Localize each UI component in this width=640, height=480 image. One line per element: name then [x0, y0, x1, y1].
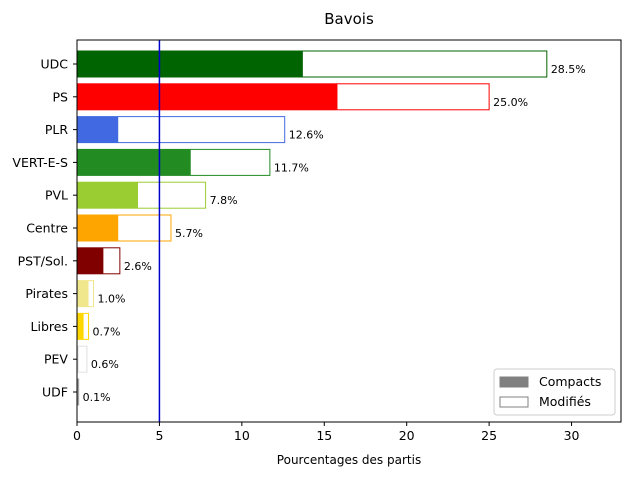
y-tick-label-plr: PLR — [45, 122, 69, 137]
data-label-udc: 28.5% — [551, 63, 586, 76]
bar-compact-libres — [77, 313, 84, 340]
data-label-vert-e-s: 11.7% — [274, 161, 309, 174]
y-tick-label-pirates: Pirates — [25, 286, 68, 301]
data-label-pirates: 1.0% — [97, 293, 125, 306]
bar-compact-udc — [77, 51, 303, 77]
y-tick-label-centre: Centre — [26, 221, 68, 236]
y-tick-label-udc: UDC — [40, 57, 68, 72]
x-tick-label-0: 0 — [73, 428, 81, 443]
y-tick-labels: UDC PS PLR VERT-E-S PVL Centre PST/Sol. Pirates… — [12, 57, 77, 400]
x-tick-label-20: 20 — [399, 428, 415, 443]
y-tick-label-ps: PS — [53, 89, 69, 104]
data-label-centre: 5.7% — [175, 227, 203, 240]
legend-label-modifi-s: Modifiés — [539, 394, 591, 409]
bar-compact-udf — [77, 379, 79, 405]
bar-compact-pvl — [77, 182, 138, 209]
x-tick-label-15: 15 — [316, 428, 332, 443]
data-label-udf: 0.1% — [83, 391, 111, 404]
bar-compact-pst-sol — [77, 247, 104, 274]
legend-swatch-modifi-s — [499, 396, 529, 408]
bar-compact-ps — [77, 83, 338, 110]
x-axis-label: Pourcentages des partis — [277, 453, 421, 467]
bar-compact-vert-e-s — [77, 149, 191, 176]
x-ticks: 0 5 10 15 20 25 30 — [73, 422, 580, 443]
legend-label-compacts: Compacts — [539, 374, 601, 389]
legend: Compacts Modifiés — [493, 368, 616, 416]
y-tick-label-vert-e-s: VERT-E-S — [12, 155, 68, 170]
data-label-pst-sol: 2.6% — [124, 260, 152, 273]
x-tick-label-10: 10 — [234, 428, 250, 443]
data-label-pvl: 7.8% — [210, 194, 238, 207]
x-tick-label-25: 25 — [481, 428, 497, 443]
y-tick-label-pev: PEV — [44, 352, 68, 367]
axes-frame — [76, 39, 622, 423]
y-tick-label-pst-sol: PST/Sol. — [18, 253, 68, 268]
y-tick-label-pvl: PVL — [45, 188, 68, 203]
bar-compact-plr — [77, 116, 119, 143]
data-label-pev: 0.6% — [91, 358, 119, 371]
data-label-plr: 12.6% — [289, 129, 324, 142]
y-tick-label-libres: Libres — [31, 319, 68, 334]
chart-title: Bavois — [324, 10, 374, 28]
bar-compact-centre — [77, 215, 119, 241]
bar-compact-pirates — [77, 280, 89, 307]
data-labels: 28.5% 25.0% 12.6% 11.7% 7.8% 5.7% 2.6% 1.0% 0.7%… — [83, 63, 586, 404]
y-tick-label-udf: UDF — [42, 385, 68, 400]
x-tick-label-30: 30 — [564, 428, 580, 443]
legend-swatch-compacts — [499, 376, 529, 388]
data-label-ps: 25.0% — [493, 96, 528, 109]
data-label-libres: 0.7% — [93, 325, 121, 338]
bars-group — [76, 50, 548, 406]
x-tick-label-5: 5 — [155, 428, 163, 443]
bar-compact-pev — [77, 346, 79, 373]
